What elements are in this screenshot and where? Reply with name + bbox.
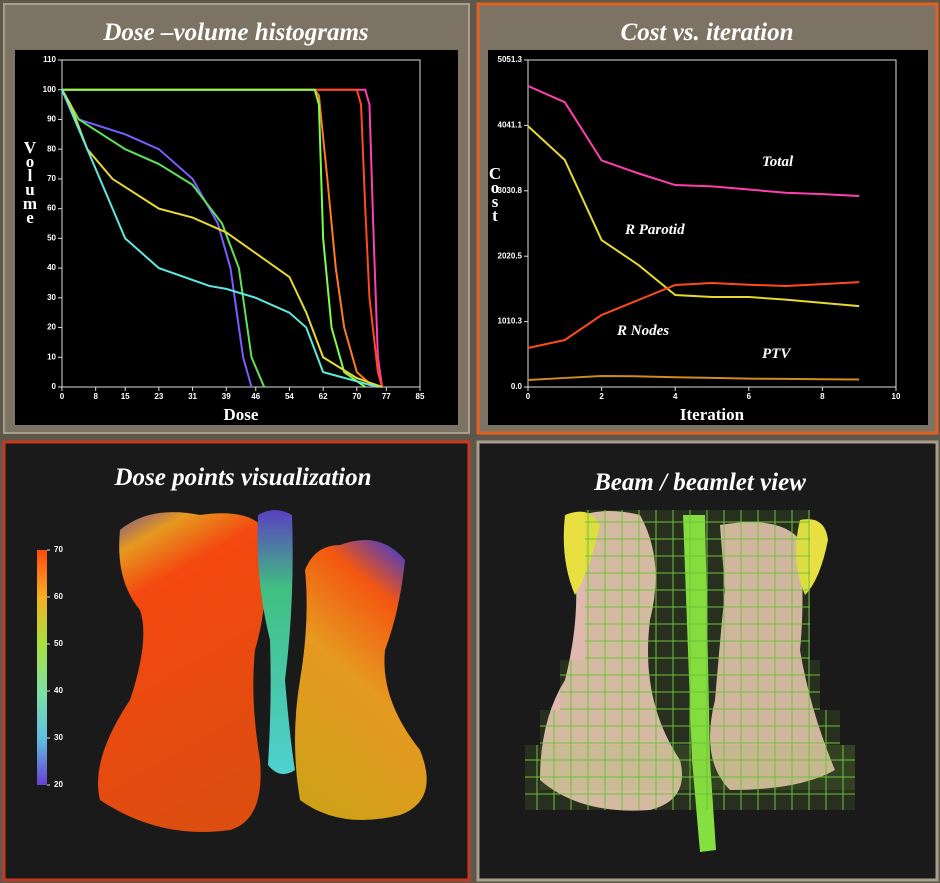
y-tick-label: 70 [47, 174, 56, 183]
panel-title: Cost vs. iteration [621, 19, 794, 46]
y-tick-label: 30 [47, 293, 56, 302]
colorbar-label: 30 [54, 733, 63, 742]
colorbar-label: 60 [54, 592, 63, 601]
x-tick-label: 46 [251, 392, 260, 401]
y-axis-label: Volume [21, 138, 40, 223]
y-tick-label: 100 [43, 85, 57, 94]
y-tick-label: 4041.1 [498, 121, 523, 130]
x-tick-label: 54 [285, 392, 294, 401]
y-axis-label: Cost [486, 164, 505, 221]
y-tick-label: 80 [47, 144, 56, 153]
beam-view-image [525, 510, 855, 852]
page: Dose –volume histograms Cost vs. iterati… [0, 0, 940, 883]
y-tick-label: 40 [47, 263, 56, 272]
colorbar-label: 40 [54, 686, 63, 695]
x-tick-label: 6 [747, 392, 752, 401]
series-label: R Nodes [616, 323, 669, 339]
x-tick-label: 4 [673, 392, 678, 401]
y-tick-label: 90 [47, 115, 56, 124]
y-tick-label: 0.0 [511, 382, 523, 391]
x-tick-label: 10 [892, 392, 901, 401]
panel-title: Dose points visualization [114, 464, 372, 491]
y-tick-label: 20 [47, 323, 56, 332]
y-tick-label: 2020.5 [498, 251, 523, 260]
colorbar-label: 50 [54, 639, 63, 648]
y-tick-label: 1010.3 [498, 317, 523, 326]
x-tick-label: 8 [93, 392, 98, 401]
screen: Dose –volume histograms Cost vs. iterati… [0, 0, 940, 883]
y-tick-label: 60 [47, 204, 56, 213]
panel-title: Beam / beamlet view [593, 469, 806, 496]
x-tick-label: 39 [222, 392, 231, 401]
y-tick-label: 10 [47, 352, 56, 361]
x-tick-label: 8 [820, 392, 825, 401]
y-tick-label: 0 [52, 382, 57, 391]
y-tick-label: 5051.3 [498, 55, 523, 64]
x-tick-label: 0 [526, 392, 531, 401]
x-tick-label: 2 [599, 392, 604, 401]
x-tick-label: 70 [352, 392, 361, 401]
panel-title: Dose –volume histograms [102, 19, 368, 46]
colorbar-label: 70 [54, 545, 63, 554]
x-tick-label: 77 [382, 392, 391, 401]
x-tick-label: 85 [416, 392, 425, 401]
colorbar-label: 20 [54, 780, 63, 789]
y-tick-label: 110 [43, 55, 56, 64]
x-tick-label: 62 [319, 392, 328, 401]
x-axis-label: Dose [224, 405, 259, 424]
series-label: Total [762, 154, 794, 170]
series-label: R Parotid [624, 222, 685, 238]
x-tick-label: 0 [60, 392, 65, 401]
x-tick-label: 31 [188, 392, 197, 401]
x-tick-label: 23 [154, 392, 163, 401]
series-label: PTV [762, 346, 792, 362]
y-tick-label: 50 [47, 233, 56, 242]
x-axis-label: Iteration [680, 405, 745, 424]
x-tick-label: 15 [121, 392, 130, 401]
